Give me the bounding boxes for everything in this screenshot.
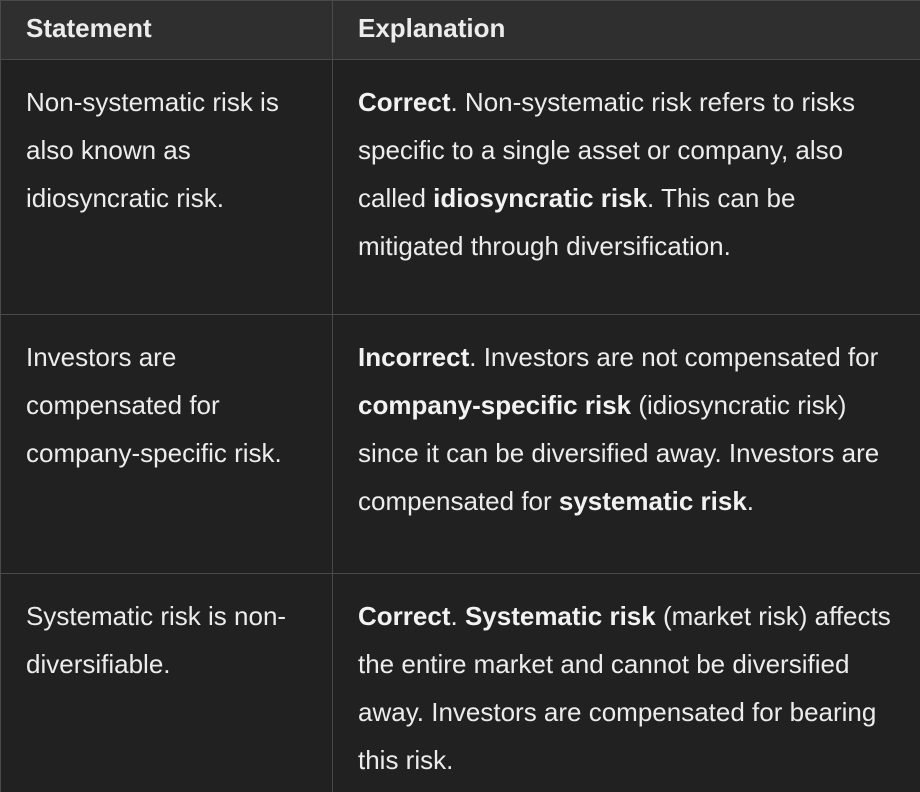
key-term: Systematic risk — [464, 601, 656, 631]
table-row: Investors are compensated for company-sp… — [0, 314, 920, 574]
table-row: Non-systematic risk is also known as idi… — [0, 59, 920, 315]
key-term: company-specific risk — [358, 390, 632, 420]
explanation-text: . — [746, 486, 755, 516]
verdict-label: Correct — [358, 601, 451, 631]
verdict-label: Correct — [358, 87, 451, 117]
explanation-cell: Correct. Systematic risk (market risk) a… — [332, 573, 920, 792]
explanation-text: . This can be mitigated through diversif… — [358, 183, 796, 261]
key-term: idiosyncratic risk — [433, 183, 648, 213]
explanation-cell: Correct. Non-systematic risk refers to r… — [332, 59, 920, 315]
statement-cell: Investors are compensated for company-sp… — [0, 314, 333, 574]
explanation-text: . Investors are not compensated for — [469, 342, 879, 372]
table-row: Systematic risk is non-diversifiable. Co… — [0, 573, 920, 792]
explanation-cell: Incorrect. Investors are not compensated… — [332, 314, 920, 574]
table-header-row: Statement Explanation — [0, 0, 920, 60]
verdict-label: Incorrect — [358, 342, 470, 372]
key-term: systematic risk — [558, 486, 747, 516]
header-statement: Statement — [0, 0, 333, 60]
explanation-text: (idiosyncratic risk) since it can be div… — [358, 390, 880, 516]
statement-cell: Systematic risk is non-diversifiable. — [0, 573, 333, 792]
statement-cell: Non-systematic risk is also known as idi… — [0, 59, 333, 315]
explanation-text: . Non-systematic risk refers to risks sp… — [358, 87, 855, 213]
explanation-text: (market risk) affects the entire market … — [358, 601, 891, 775]
explanation-text: . — [450, 601, 465, 631]
header-explanation: Explanation — [332, 0, 920, 60]
